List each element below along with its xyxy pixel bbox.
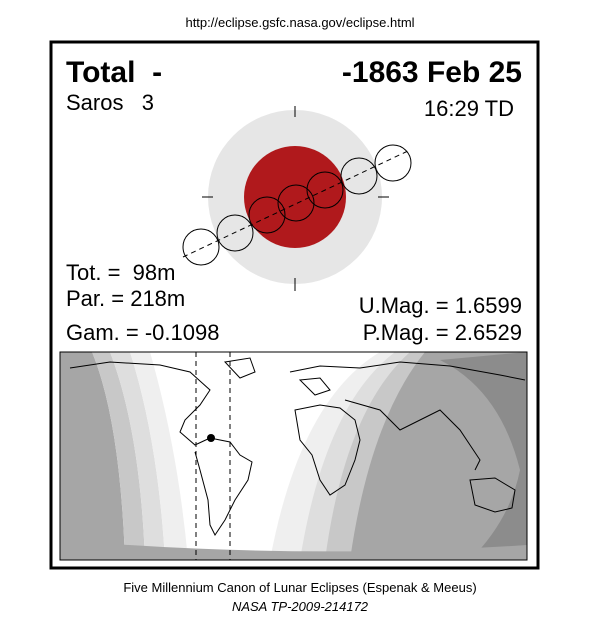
umbra xyxy=(244,146,346,248)
duration-partial: Par. = 218m xyxy=(66,286,185,311)
duration-total: Tot. = 98m xyxy=(66,260,175,285)
eclipse-geometry xyxy=(182,106,412,291)
map-border xyxy=(59,351,528,561)
moon-path xyxy=(182,149,411,258)
visibility-map xyxy=(59,351,528,561)
moon-positions xyxy=(182,144,412,266)
gamma: Gam. = -0.1098 xyxy=(66,320,219,345)
eclipse-time: 16:29 TD xyxy=(424,96,514,121)
saros: Saros 3 xyxy=(66,90,154,115)
footer-credit: Five Millennium Canon of Lunar Eclipses … xyxy=(123,580,476,595)
eclipse-date: -1863 Feb 25 xyxy=(342,56,522,89)
umbral-magnitude: U.Mag. = 1.6599 xyxy=(359,293,522,318)
visibility-zones xyxy=(60,352,527,560)
footer-publication: NASA TP-2009-214172 xyxy=(232,599,369,614)
axis-ticks xyxy=(202,106,389,291)
eclipse-type: Total - xyxy=(66,56,162,89)
source-url: http://eclipse.gsfc.nasa.gov/eclipse.htm… xyxy=(185,15,414,30)
penumbral-magnitude: P.Mag. = 2.6529 xyxy=(363,320,522,345)
contact-lines xyxy=(195,352,231,560)
sub-lunar-point xyxy=(207,434,215,442)
